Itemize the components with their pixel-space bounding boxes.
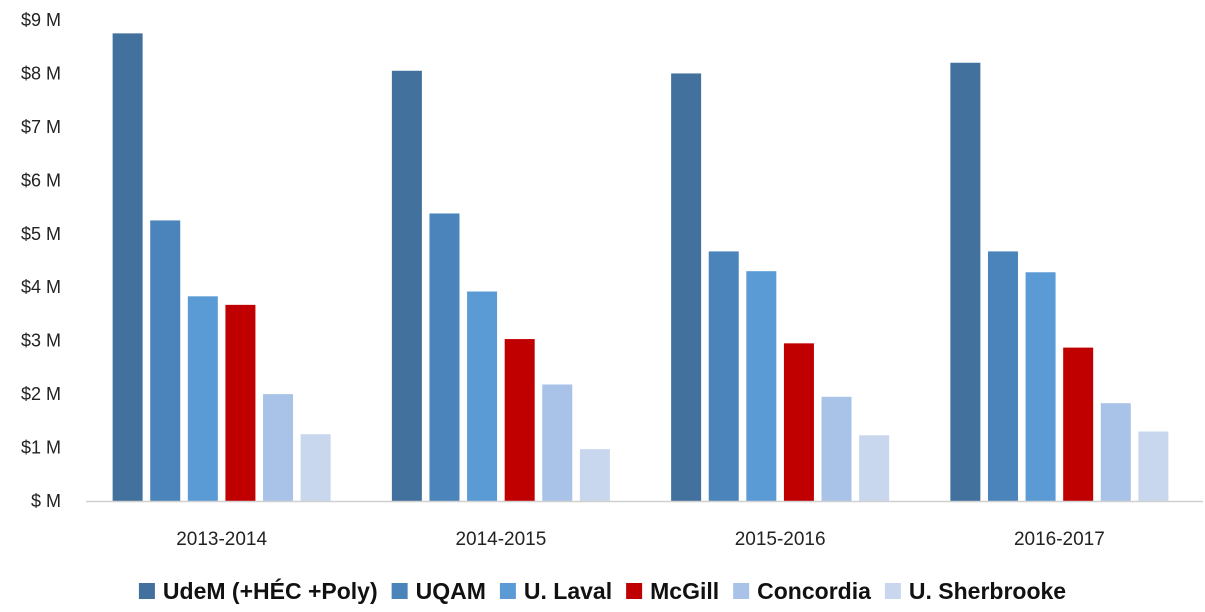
bar	[542, 384, 573, 501]
y-tick-label: $8 M	[21, 63, 61, 83]
bar	[746, 271, 777, 501]
legend-swatch	[733, 583, 750, 599]
bar	[950, 62, 981, 501]
x-tick-label: 2015-2016	[735, 529, 826, 550]
legend: UdeM (+HÉC +Poly) UQAM U. Laval McGill Conco…	[138, 577, 1066, 604]
x-tick-label: 2013-2014	[176, 529, 267, 550]
bar	[579, 449, 610, 501]
y-tick-label: $9 M	[21, 10, 61, 30]
legend-swatch	[626, 583, 643, 599]
bar	[821, 396, 852, 501]
legend-swatch	[499, 583, 516, 599]
bar	[859, 435, 890, 501]
y-tick-label: $6 M	[21, 170, 61, 190]
bar	[783, 343, 814, 501]
plot-area	[112, 33, 1169, 502]
y-tick-label: $7 M	[21, 117, 61, 137]
y-tick-label: $2 M	[21, 384, 61, 404]
x-tick-label: 2014-2015	[455, 529, 546, 550]
x-axis: 2013-2014 2014-2015 2015-2016 2016-2017	[176, 529, 1105, 550]
bar	[467, 291, 498, 501]
y-tick-label: $1 M	[21, 438, 61, 458]
bar	[112, 33, 143, 501]
bar	[263, 394, 294, 501]
bar	[1138, 431, 1169, 501]
bar	[708, 251, 739, 501]
bar	[1025, 272, 1056, 501]
bar	[504, 339, 535, 501]
legend-label: UQAM	[416, 578, 486, 604]
bar	[300, 434, 331, 501]
legend-label: U. Sherbrooke	[909, 578, 1066, 604]
y-tick-label: $4 M	[21, 277, 61, 297]
y-tick-label: $ M	[31, 491, 61, 511]
bar	[391, 70, 422, 502]
bar	[987, 251, 1018, 501]
legend-label: U. Laval	[524, 578, 612, 604]
bar	[429, 213, 460, 502]
bar	[671, 73, 702, 501]
legend-swatch	[138, 583, 155, 599]
bar	[1063, 347, 1094, 501]
y-axis: $ M $1 M $2 M $3 M $4 M $5 M $6 M $7 M $8 M $9 M	[21, 10, 61, 511]
legend-swatch	[391, 583, 408, 599]
legend-swatch	[884, 583, 901, 599]
x-tick-label: 2016-2017	[1014, 529, 1105, 550]
bar	[225, 304, 256, 501]
legend-label: UdeM (+HÉC +Poly)	[163, 577, 378, 604]
bar	[150, 220, 181, 501]
y-tick-label: $5 M	[21, 224, 61, 244]
legend-label: Concordia	[757, 578, 871, 604]
legend-label: McGill	[650, 578, 719, 604]
y-tick-label: $3 M	[21, 331, 61, 351]
bar	[1100, 403, 1131, 501]
bar	[187, 296, 218, 501]
